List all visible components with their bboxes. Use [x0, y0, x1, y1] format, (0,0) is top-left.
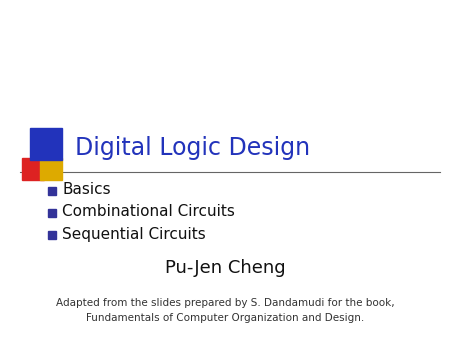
Bar	[48, 231, 56, 239]
Bar	[40, 158, 62, 180]
Bar	[30, 128, 62, 160]
Text: Fundamentals of Computer Organization and Design.: Fundamentals of Computer Organization an…	[86, 313, 364, 323]
Bar	[48, 209, 56, 217]
Text: Pu-Jen Cheng: Pu-Jen Cheng	[165, 259, 285, 277]
Text: Combinational Circuits: Combinational Circuits	[62, 204, 235, 219]
Text: Basics: Basics	[62, 183, 111, 197]
Bar	[22, 158, 44, 180]
Text: Sequential Circuits: Sequential Circuits	[62, 226, 206, 241]
Text: Adapted from the slides prepared by S. Dandamudi for the book,: Adapted from the slides prepared by S. D…	[56, 298, 394, 308]
Text: Digital Logic Design: Digital Logic Design	[75, 136, 310, 160]
Bar	[48, 187, 56, 195]
